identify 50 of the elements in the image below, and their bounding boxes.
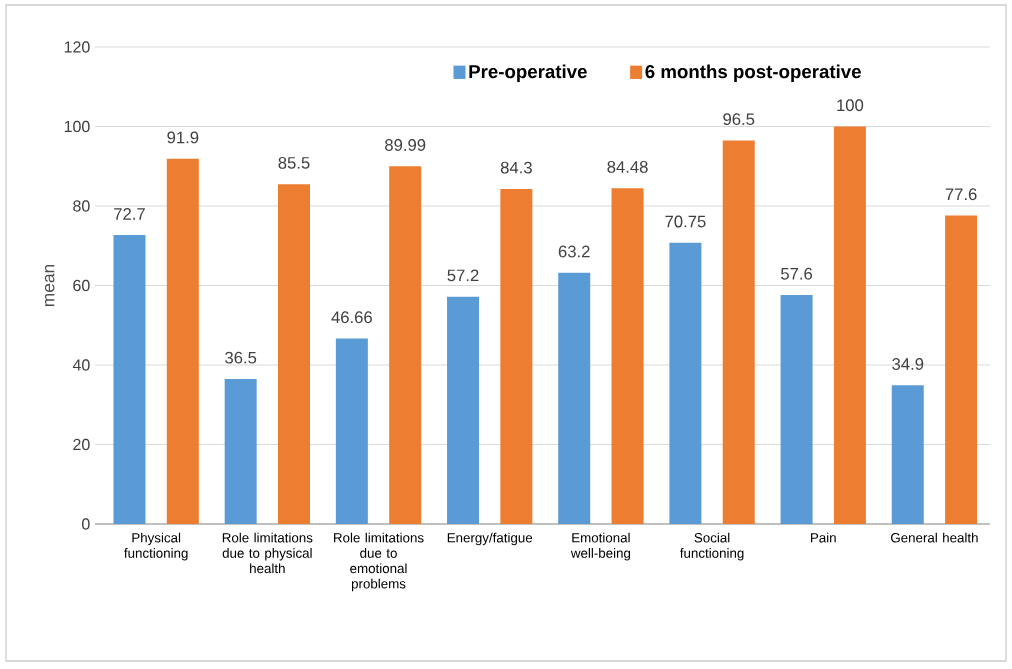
data-label: 70.75 bbox=[665, 215, 706, 228]
bar bbox=[611, 188, 644, 524]
x-tick-label: Energy/fatigue bbox=[447, 532, 533, 546]
legend-label: Pre-operative bbox=[469, 64, 587, 82]
x-tick-label: General health bbox=[891, 532, 978, 543]
legend-label: 6 months post-operative bbox=[645, 64, 861, 82]
bar bbox=[335, 338, 368, 524]
bar bbox=[389, 166, 422, 524]
x-tick-label: Physical functioning bbox=[124, 532, 188, 561]
bar bbox=[558, 272, 591, 524]
y-tick-label: 0 bbox=[82, 518, 90, 530]
bar bbox=[166, 158, 199, 524]
data-label: 34.9 bbox=[892, 358, 924, 370]
x-tick-label: Role limitations due to physical health bbox=[222, 532, 313, 574]
bar bbox=[278, 184, 311, 524]
y-axis-title: mean bbox=[44, 264, 55, 307]
data-label: 84.48 bbox=[607, 161, 648, 173]
bar bbox=[833, 126, 866, 524]
y-tick-label: 20 bbox=[73, 438, 90, 451]
bar bbox=[113, 235, 146, 524]
bar bbox=[500, 188, 533, 524]
data-label: 72.7 bbox=[114, 208, 145, 220]
y-tick-label: 60 bbox=[73, 279, 90, 292]
data-label: 91.9 bbox=[167, 131, 199, 144]
data-label: 57.6 bbox=[781, 267, 813, 280]
data-label: 96.5 bbox=[723, 113, 755, 126]
data-label: 63.2 bbox=[558, 245, 590, 258]
y-tick-label: 40 bbox=[72, 359, 90, 371]
data-label: 46.66 bbox=[331, 311, 372, 324]
x-tick-label: Emotional well-being bbox=[570, 532, 631, 561]
x-tick-label: Social functioning bbox=[680, 532, 744, 561]
bar bbox=[224, 378, 257, 524]
y-tick-label: 120 bbox=[64, 41, 90, 53]
data-label: 36.5 bbox=[225, 351, 257, 364]
data-label: 77.6 bbox=[945, 188, 977, 201]
bar bbox=[945, 215, 978, 524]
bar bbox=[891, 385, 924, 524]
y-tick-label: 80 bbox=[73, 200, 90, 212]
data-label: 85.5 bbox=[278, 156, 310, 169]
data-label: 89.99 bbox=[385, 139, 426, 151]
data-label: 57.2 bbox=[447, 269, 479, 282]
bar bbox=[447, 296, 480, 524]
y-tick-label: 100 bbox=[64, 120, 90, 133]
bar bbox=[780, 295, 813, 524]
data-label: 84.3 bbox=[500, 161, 532, 174]
bar bbox=[722, 140, 755, 524]
data-label: 100 bbox=[837, 99, 864, 112]
x-tick-label: Pain bbox=[810, 532, 836, 543]
x-tick-label: Role limitations due to emotional problems bbox=[334, 532, 424, 592]
bar bbox=[669, 242, 702, 524]
